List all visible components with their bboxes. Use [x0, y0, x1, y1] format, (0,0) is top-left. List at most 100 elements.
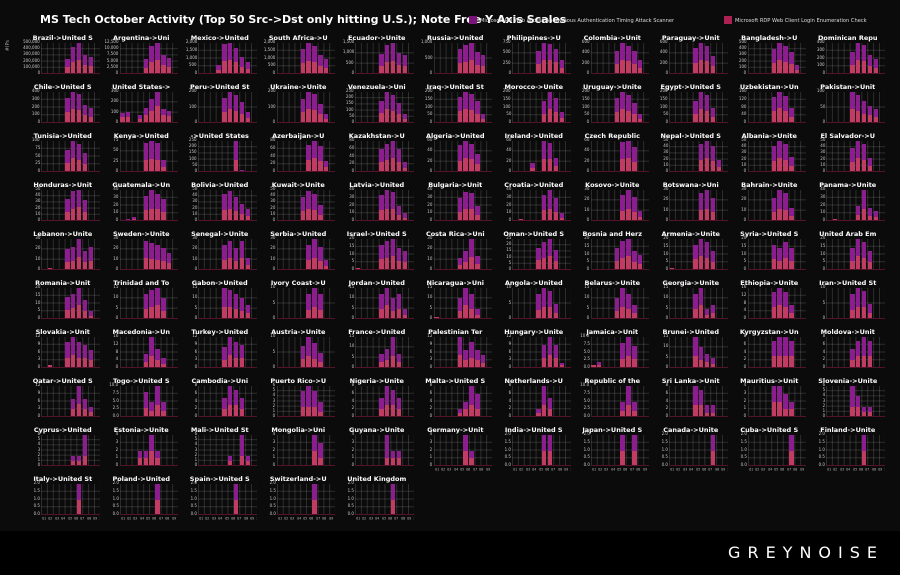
- bar-rdp-web-client: [597, 170, 602, 172]
- y-tick-label: 0: [743, 70, 747, 76]
- facet-title: Armenia->Unite: [661, 230, 720, 238]
- y-tick-label: 20: [819, 156, 825, 162]
- y-tick-label: 4: [272, 393, 276, 398]
- facet-title: Uzbekistan->Un: [739, 83, 799, 91]
- y-tick-label: 20: [113, 246, 119, 251]
- facet-title: Trinidad and To: [113, 279, 170, 287]
- y-tick-label: 16: [741, 284, 747, 290]
- y-tick-label: 12: [427, 333, 433, 339]
- bar-rdp-web-client: [155, 209, 160, 221]
- y-tick-label: 25: [505, 235, 511, 241]
- facet-plot: [355, 337, 414, 368]
- facet-plot: [41, 386, 100, 417]
- y-tick-label: 0: [586, 168, 590, 174]
- bar-rdp-web-client: [547, 409, 553, 417]
- y-tick-label: 50: [34, 153, 40, 158]
- x-tick-label: 01: [827, 468, 832, 472]
- bar-rdp-web-client: [318, 309, 323, 319]
- x-tick-label: 02: [440, 468, 446, 472]
- bar-rd-web-access: [777, 141, 782, 159]
- bar-rdp-web-client: [789, 260, 794, 270]
- x-tick-label: 01: [120, 517, 125, 521]
- y-axis-ticks: 0 5 10 15: [654, 285, 669, 321]
- x-axis-ticks: [591, 74, 650, 82]
- y-tick-label: 2: [272, 403, 276, 409]
- facet-panel: Belarus->Unite 0 5 10 15: [576, 279, 655, 328]
- bar-rd-web-access: [559, 362, 564, 366]
- x-tick-label: 01: [434, 468, 439, 472]
- bar-rd-web-access: [867, 55, 873, 67]
- bar-rdp-web-client: [222, 209, 227, 221]
- facet-panel: Honduras->Unit 0 10 20 30 40 50: [26, 181, 105, 230]
- y-tick-label: 100: [189, 104, 197, 109]
- y-tick-label: 10: [191, 295, 197, 300]
- bar-rd-web-access: [783, 291, 788, 308]
- y-tick-label: 10: [348, 344, 354, 349]
- y-axis-ticks: 0 25 50 75 100: [26, 138, 41, 173]
- y-tick-label: 1.5: [33, 488, 40, 494]
- y-tick-label: 10: [741, 251, 747, 256]
- y-tick-label: 2.0: [347, 480, 354, 486]
- bar-rdp-web-client: [469, 209, 474, 221]
- facet-title: Slovakia->Unit: [35, 328, 90, 336]
- y-axis-ticks: 0.0 0.5 1.0 1.5 2.0: [340, 480, 355, 517]
- facet-panel: Palestinian Ter 0 3 6 9 12: [419, 328, 498, 377]
- facet-plot: [433, 92, 492, 123]
- y-tick-label: 50: [191, 186, 197, 192]
- bar-rdp-web-client: [324, 167, 329, 172]
- y-tick-label: 0: [429, 168, 433, 174]
- bar-rdp-web-client: [512, 122, 518, 123]
- bar-rd-web-access: [76, 190, 82, 208]
- facet-plot: [669, 92, 728, 123]
- y-tick-label: 500: [267, 62, 276, 68]
- y-tick-label: 1,000: [264, 55, 276, 60]
- facet-panel: Estonia->Unite 0 1 2 3 4: [105, 426, 184, 475]
- facet-title: Cyprus->United: [33, 426, 92, 434]
- y-tick-label: 0: [194, 266, 197, 272]
- bar-rdp-web-client: [143, 159, 149, 172]
- y-tick-label: 2: [743, 356, 747, 362]
- x-tick-label: 03: [211, 517, 217, 521]
- facet-title: Venezuela->Uni: [347, 83, 406, 91]
- bar-rd-web-access: [245, 112, 250, 119]
- legend-item-rdp-web-client: Microsoft RDP Web Client Login Enumerati…: [724, 16, 890, 24]
- y-axis-ticks: 0 500 1,000 1,500 2,000: [262, 40, 277, 75]
- y-tick-label: 0.0: [347, 511, 354, 517]
- bar-rd-web-access: [227, 337, 233, 356]
- bar-rdp-web-client: [82, 311, 88, 319]
- y-axis-ticks: 0 5 10: [262, 285, 277, 320]
- x-tick-label: 03: [447, 468, 452, 472]
- x-axis-ticks: [198, 319, 257, 327]
- y-tick-label: 50: [741, 137, 747, 143]
- y-tick-label: 0: [665, 315, 668, 321]
- y-tick-label: 4: [272, 431, 276, 437]
- facet-title: Qatar->United S: [32, 377, 93, 385]
- bar-rd-web-access: [76, 94, 82, 110]
- bar-rd-web-access: [620, 435, 625, 451]
- bar-rd-web-access: [638, 113, 643, 120]
- bar-rd-web-access: [469, 239, 474, 257]
- bar-rd-web-access: [384, 45, 390, 62]
- bar-rdp-web-client: [716, 167, 721, 172]
- bar-rdp-web-client: [379, 361, 384, 368]
- y-tick-label: 4: [37, 442, 40, 447]
- y-tick-label: 50: [427, 111, 433, 117]
- y-tick-label: 0: [822, 217, 825, 223]
- bar-rdp-web-client: [457, 264, 463, 270]
- x-axis-ticks: [826, 172, 885, 180]
- bar-rd-web-access: [161, 159, 166, 168]
- bar-rdp-web-client: [855, 406, 861, 417]
- bar-rdp-web-client: [47, 170, 52, 172]
- x-tick-label: 04: [846, 468, 851, 472]
- y-tick-label: 20: [505, 158, 511, 164]
- x-tick-label: 06: [466, 468, 471, 472]
- bar-rd-web-access: [245, 455, 250, 461]
- bar-rdp-web-client: [771, 259, 777, 270]
- bar-rd-web-access: [143, 143, 149, 160]
- facet-title: Uruguay->Unite: [582, 83, 642, 91]
- x-axis-ticks: [591, 123, 650, 131]
- y-tick-label: 0.0: [269, 511, 276, 517]
- bar-rd-web-access: [306, 191, 311, 209]
- x-tick-label: 07: [865, 468, 870, 472]
